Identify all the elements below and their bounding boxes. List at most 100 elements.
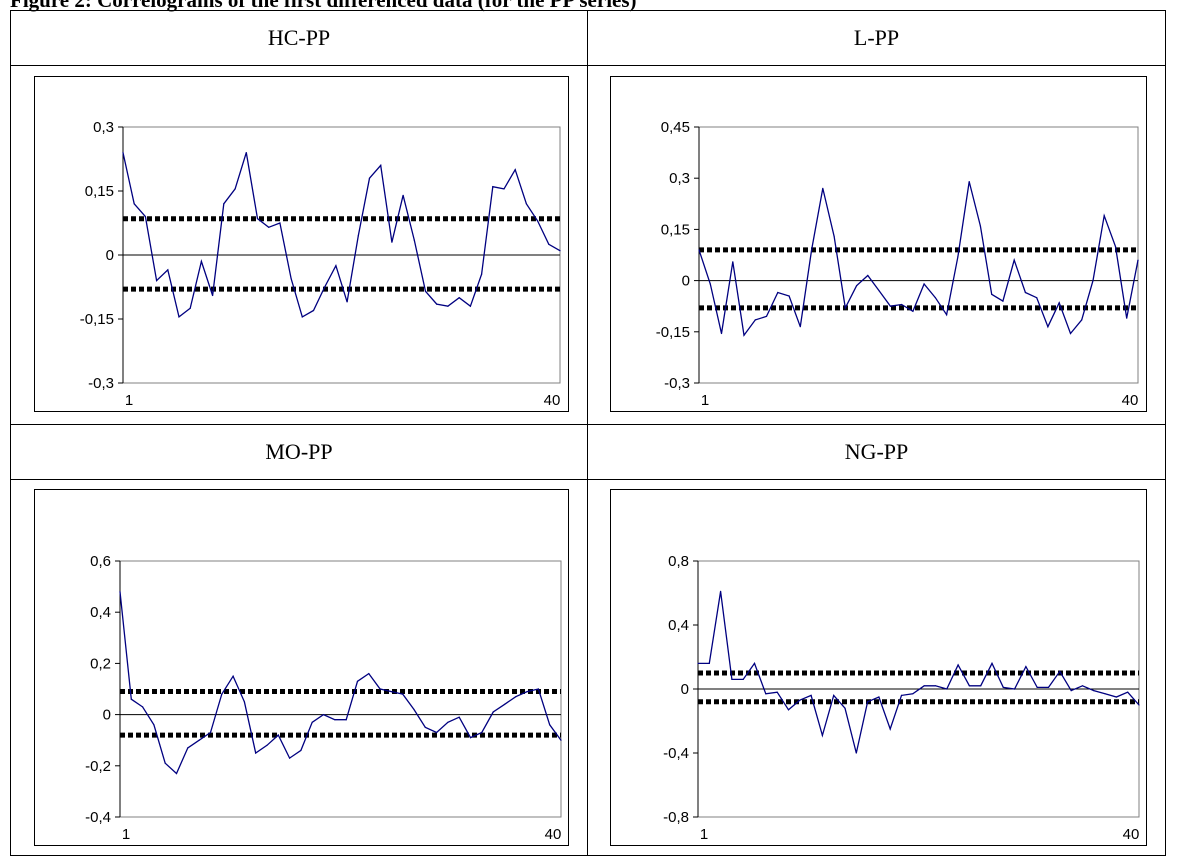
acf-point: [402, 693, 404, 695]
y-tick-label: 0,3: [93, 119, 114, 136]
acf-point: [559, 250, 561, 252]
acf-point: [413, 239, 415, 241]
acf-point: [720, 590, 722, 592]
acf-point: [537, 220, 539, 222]
acf-point: [390, 691, 392, 693]
acf-point: [822, 187, 824, 189]
acf-point: [447, 305, 449, 307]
x-tick-label: 1: [701, 392, 709, 409]
acf-point: [889, 305, 891, 307]
acf-point: [844, 707, 846, 709]
y-tick-label: -0,15: [80, 311, 114, 328]
acf-point: [515, 696, 517, 698]
column-divider: [587, 11, 588, 855]
acf-point: [311, 721, 313, 723]
acf-point: [436, 303, 438, 305]
y-tick-label: 0: [106, 247, 114, 264]
acf-point: [178, 316, 180, 318]
acf-point: [833, 694, 835, 696]
acf-point: [492, 711, 494, 713]
acf-point: [1138, 704, 1140, 706]
acf-point: [279, 222, 281, 224]
acf-point: [189, 307, 191, 309]
acf-point: [1002, 686, 1004, 688]
acf-point: [391, 241, 393, 243]
y-tick-label: 0,15: [85, 183, 114, 200]
acf-point: [1047, 686, 1050, 688]
acf-point: [209, 731, 212, 734]
figure-table: HC-PP L-PP MO-PP NG-PP 0,3 0,15 0 -0,15 -0,3…: [10, 10, 1166, 856]
acf-line: [122, 152, 561, 319]
x-tick-label: 1: [125, 392, 133, 409]
acf-point: [514, 169, 516, 171]
acf-point: [156, 280, 158, 282]
acf-line: [698, 181, 1139, 337]
acf-point: [889, 728, 891, 730]
acf-point: [1036, 297, 1038, 299]
acf-point: [765, 693, 767, 695]
correlogram-hc-pp: 0,3 0,15 0 -0,15 -0,3 1 40: [80, 119, 561, 409]
acf-point: [312, 309, 315, 312]
acf-point: [380, 164, 382, 166]
plot-area-frame: [119, 560, 562, 818]
y-tick-label: -0,15: [656, 324, 690, 341]
y-tick-label: 0,15: [661, 221, 690, 238]
acf-point: [379, 688, 381, 690]
acf-point: [799, 326, 801, 328]
correlogram-mo-pp: 0,6 0,4 0,2 0 -0,2 -0,4 1 40: [85, 553, 562, 843]
acf-point: [436, 731, 438, 734]
acf-point: [289, 757, 291, 759]
row-divider: [11, 65, 1165, 66]
acf-point: [765, 315, 768, 317]
acf-point: [878, 696, 880, 698]
y-tick-label: 0,2: [90, 655, 111, 672]
row-divider: [11, 479, 1165, 480]
acf-point: [1137, 259, 1139, 261]
acf-point: [1114, 245, 1117, 248]
acf-point: [1013, 259, 1015, 261]
x-tick-label: 40: [1123, 826, 1140, 843]
correlogram-l-pp: 0,45 0,3 0,15 0 -0,15 -0,3 1 40: [656, 119, 1139, 409]
acf-point: [923, 283, 925, 285]
chart-mo-pp: 0,6 0,4 0,2 0 -0,2 -0,4 1 40: [34, 489, 569, 846]
panel-title-mo-pp: MO-PP: [265, 439, 333, 464]
acf-point: [447, 721, 449, 723]
acf-point: [968, 181, 970, 183]
acf-point: [130, 698, 132, 700]
correlogram-ng-pp: 0,8 0,4 0 -0,4 -0,8 1 40: [663, 553, 1140, 843]
acf-point: [368, 177, 371, 179]
chart-ng-pp: 0,8 0,4 0 -0,4 -0,8 1 40: [610, 489, 1147, 846]
acf-point: [720, 332, 723, 335]
acf-point: [142, 706, 144, 708]
acf-point: [525, 203, 527, 205]
y-tick-label: -0,3: [88, 375, 114, 392]
y-tick-label: -0,4: [85, 809, 111, 826]
acf-line: [119, 591, 562, 775]
acf-point: [1002, 300, 1004, 302]
acf-point: [345, 719, 347, 721]
x-tick-label: 1: [122, 826, 130, 843]
acf-point: [731, 678, 733, 680]
acf-point: [821, 734, 823, 736]
acf-point: [991, 293, 993, 295]
acf-point: [402, 194, 404, 196]
acf-point: [855, 752, 857, 754]
acf-point: [245, 152, 247, 154]
acf-point: [424, 726, 426, 728]
acf-point: [788, 295, 790, 297]
x-tick-label: 40: [545, 826, 562, 843]
acf-point: [1081, 319, 1083, 321]
acf-point: [481, 731, 483, 734]
acf-point: [301, 316, 303, 318]
acf-point: [1127, 691, 1129, 693]
acf-point: [198, 739, 200, 741]
acf-point: [122, 152, 124, 154]
acf-point: [322, 714, 325, 716]
acf-point: [878, 290, 880, 292]
x-tick-label: 40: [544, 392, 561, 409]
figure-caption: Figure 2: Correlograms of the first diff…: [10, 0, 637, 12]
acf-point: [1092, 280, 1094, 282]
panel-title-l-pp: L-PP: [853, 25, 900, 50]
acf-point: [934, 685, 937, 687]
acf-point: [223, 203, 225, 205]
